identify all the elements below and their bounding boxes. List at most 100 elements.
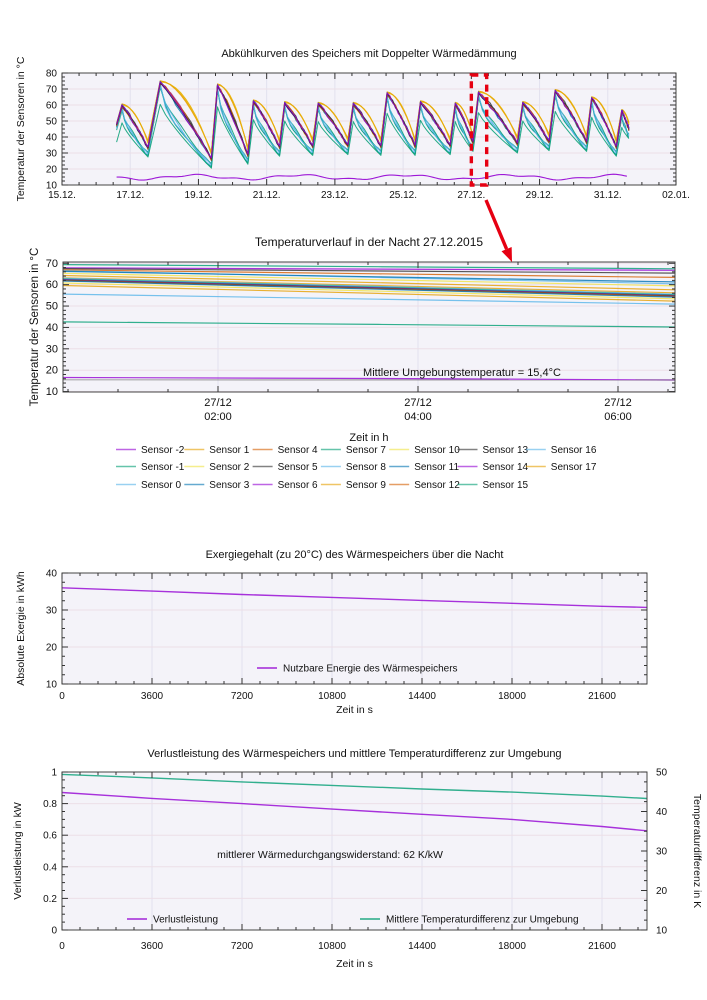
series-Sensor 13 — [63, 268, 675, 274]
y-tick-label: 30 — [46, 149, 58, 160]
chart3-title: Exergiegehalt (zu 20°C) des Wärmespeiche… — [205, 549, 504, 561]
legend-item: Mittlere Temperaturdifferenz zur Umgebun… — [360, 915, 579, 926]
series-Sensor 0 — [63, 293, 675, 305]
series-Sensor 17 — [116, 80, 630, 154]
legend-item: Sensor 6 — [252, 480, 318, 491]
legend-label: Sensor -1 — [141, 462, 185, 473]
legend-item: Sensor -2 — [116, 445, 185, 456]
series-Sensor 12 — [63, 269, 675, 278]
legend-label: Verlustleistung — [153, 915, 218, 926]
y2-tick-label: 10 — [656, 926, 668, 937]
axis-ticks — [63, 262, 675, 393]
x-axis-label: Zeit in s — [336, 958, 373, 970]
series-Sensor 15 — [116, 87, 630, 165]
x-tick-label: 18000 — [498, 941, 526, 952]
series-Sensor -2 — [116, 173, 628, 181]
x-tick-label: 0 — [59, 691, 65, 702]
annotation: Mittlere Umgebungstemperatur = 15,4°C — [363, 367, 561, 379]
legend-item: Sensor 9 — [320, 480, 386, 491]
legend-label: Sensor 10 — [414, 445, 460, 456]
series-Sensor 2 — [63, 282, 675, 300]
x-tick-label: 21600 — [588, 941, 616, 952]
series-group — [116, 80, 630, 181]
legend-label: Sensor 6 — [278, 480, 318, 491]
x-tick-label: 7200 — [231, 691, 254, 702]
y-tick-label: 30 — [46, 343, 58, 355]
y2-axis-label: Temperaturdifferenz in K — [691, 794, 703, 908]
y-axis-label: Absolute Exergie in kWh — [15, 571, 27, 686]
x-tick-label: 27/12 06:00 — [604, 397, 632, 423]
y-tick-label: 50 — [46, 117, 58, 128]
y-tick-label: 70 — [46, 85, 58, 96]
x-tick-label: 21.12. — [253, 190, 281, 201]
x-tick-label: 27/12 04:00 — [404, 397, 432, 423]
legend-label: Sensor 11 — [414, 462, 459, 473]
legend-label: Nutzbare Energie des Wärmespeichers — [283, 664, 458, 675]
legend-item: Sensor 12 — [389, 480, 460, 491]
y-tick-label: 0.6 — [43, 831, 57, 842]
y-tick-label: 0.4 — [43, 862, 57, 873]
series-Sensor 8 — [63, 277, 675, 295]
x-tick-label: 25.12. — [389, 190, 417, 201]
axis-ticks — [61, 771, 647, 931]
legend-label: Sensor 17 — [551, 462, 597, 473]
axis-ticks — [61, 72, 677, 186]
y-tick-label: 70 — [46, 258, 58, 270]
legend-label: Mittlere Temperaturdifferenz zur Umgebun… — [386, 915, 579, 926]
x-tick-label: 7200 — [231, 941, 254, 952]
chart2-title: Temperaturverlauf in der Nacht 27.12.201… — [254, 235, 484, 249]
series-Sensor -1 — [63, 321, 675, 328]
series-Sensor 15 — [63, 264, 675, 270]
y2-tick-label: 30 — [656, 847, 668, 858]
legend-item: Sensor 13 — [457, 445, 529, 456]
chart-exergy: 0 3600 7200 10800 14400 18000 21600 10 20 30 40 Abs… — [15, 569, 648, 716]
chart-night-detail: 27/12 02:00 27/12 04:00 27/12 06:00 10 20 30 40 50… — [29, 248, 676, 491]
legend-label: Sensor 2 — [209, 462, 249, 473]
y-tick-label: 0 — [51, 926, 57, 937]
y-tick-label: 40 — [46, 569, 58, 580]
y-tick-label: 80 — [46, 69, 58, 80]
chart4-title: Verlustleistung des Wärmespeichers und m… — [147, 748, 562, 760]
x-tick-label: 17.12. — [116, 190, 144, 201]
legend-label: Sensor 14 — [483, 462, 529, 473]
series-Nutzbare Energie des Wärmespeichers — [62, 587, 647, 609]
y-tick-label: 10 — [46, 386, 58, 398]
chart-cooling-overview: 15.12. 17.12. 19.12. 21.12. 23.12. 25.12. 27.1… — [15, 56, 690, 201]
legend-item: Sensor 5 — [252, 462, 318, 473]
chart-loss-power: 0 3600 7200 10800 14400 18000 21600 0 0.2 0.4 0.6 0… — [12, 768, 703, 971]
legend-item: Sensor 15 — [457, 480, 529, 491]
x-tick-label: 0 — [59, 941, 65, 952]
legend-item: Verlustleistung — [127, 915, 218, 926]
legend-label: Sensor 3 — [209, 480, 249, 491]
x-tick-label: 10800 — [318, 691, 346, 702]
y-tick-label: 40 — [46, 322, 58, 334]
y-tick-label: 20 — [46, 643, 58, 654]
y-tick-label: 10 — [46, 680, 58, 691]
legend-item: Sensor 3 — [184, 480, 250, 491]
legend-item: Sensor 2 — [184, 462, 250, 473]
y-axis-label: Temperatur der Sensoren in °C — [29, 248, 41, 407]
legend-label: Sensor 12 — [414, 480, 460, 491]
series-Sensor 10 — [63, 272, 675, 287]
x-tick-label: 27/12 02:00 — [204, 397, 232, 423]
series-Sensor 11 — [63, 270, 675, 283]
x-tick-label: 23.12. — [321, 190, 349, 201]
series-group — [62, 587, 647, 609]
y-tick-label: 0.8 — [43, 799, 57, 810]
x-tick-label: 02.01. — [662, 190, 690, 201]
x-tick-label: 10800 — [318, 941, 346, 952]
legend-label: Sensor 13 — [483, 445, 529, 456]
legend-label: Sensor 4 — [278, 445, 318, 456]
legend-label: Sensor 0 — [141, 480, 181, 491]
series-Sensor 14 — [116, 81, 630, 159]
legend-item: Sensor 7 — [320, 445, 386, 456]
legend-label: Sensor 16 — [551, 445, 597, 456]
legend-item: Sensor 14 — [457, 462, 529, 473]
legend-item: Sensor 4 — [252, 445, 318, 456]
y-tick-label: 20 — [46, 365, 58, 377]
legend-item: Sensor 8 — [320, 462, 386, 473]
x-tick-label: 3600 — [141, 941, 164, 952]
legend-label: Sensor 9 — [346, 480, 386, 491]
y-tick-label: 10 — [46, 181, 58, 192]
x-tick-label: 3600 — [141, 691, 164, 702]
